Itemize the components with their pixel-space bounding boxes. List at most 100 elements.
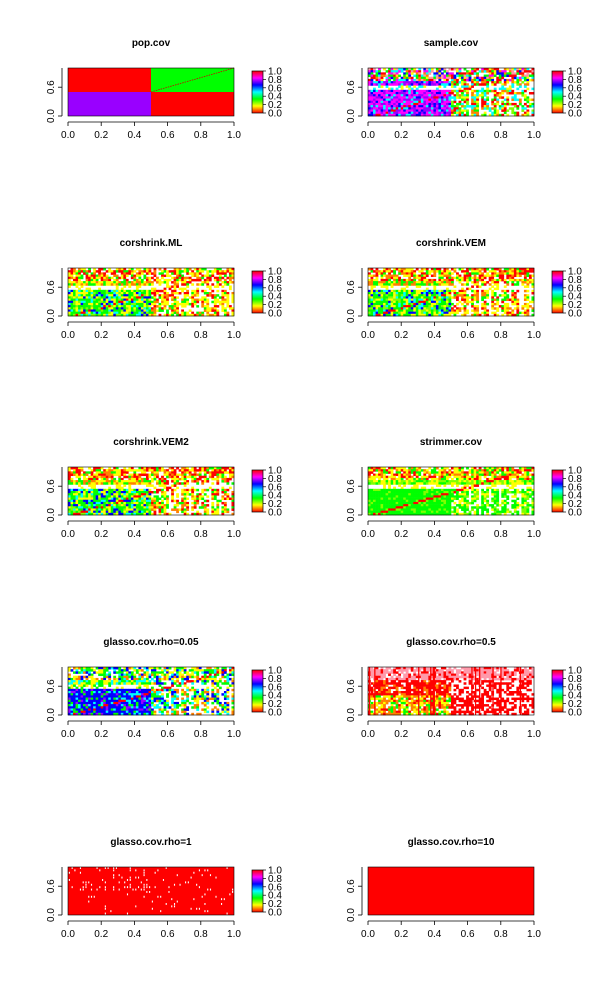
heatmap-cell <box>120 497 124 501</box>
heatmap-cell <box>211 493 215 496</box>
heatmap-cell <box>145 469 149 472</box>
heatmap-cell <box>85 307 89 310</box>
heatmap-cell <box>443 98 447 102</box>
heatmap-cell <box>511 278 515 282</box>
heatmap-cell <box>213 488 217 492</box>
heatmap-cell <box>153 268 157 271</box>
heatmap-cell <box>191 294 195 297</box>
heatmap-cell <box>380 92 384 95</box>
heatmap-cell <box>143 276 147 280</box>
heatmap-cell <box>383 475 386 479</box>
heatmap-cell <box>148 491 152 494</box>
heatmap-cell <box>125 469 129 472</box>
heatmap-cell <box>100 283 104 286</box>
heatmap-cell <box>103 488 107 492</box>
heatmap-cell <box>440 278 444 282</box>
heatmap-cell <box>83 309 86 312</box>
heatmap-cell <box>161 302 164 306</box>
heatmap-cell <box>181 473 184 477</box>
heatmap-cell <box>156 292 159 295</box>
heatmap-cell <box>130 298 134 302</box>
heatmap-cell <box>208 309 212 312</box>
heatmap-cell <box>135 294 139 297</box>
heatmap-cell <box>135 469 139 472</box>
heatmap-cell <box>128 309 132 312</box>
heatmap-cell <box>440 81 444 84</box>
heatmap-cell <box>508 313 512 317</box>
heatmap-cell <box>166 486 169 490</box>
heatmap-cell <box>440 313 444 317</box>
heatmap-cell <box>193 501 197 505</box>
heatmap-cell <box>451 473 454 477</box>
heatmap-cell <box>496 285 500 288</box>
heatmap-cell <box>383 477 386 481</box>
heatmap-cell <box>68 506 71 509</box>
heatmap-cell <box>458 469 462 472</box>
heatmap-cell <box>201 491 205 494</box>
heatmap-cell <box>443 281 447 284</box>
heatmap-cell <box>511 70 515 73</box>
heatmap-cell <box>486 477 490 481</box>
heatmap-cell <box>221 302 225 306</box>
heatmap-cell <box>166 482 169 485</box>
heatmap-cell <box>75 488 79 492</box>
heatmap-cell <box>413 298 417 302</box>
heatmap-cell <box>405 98 409 102</box>
heatmap-cell <box>428 72 432 75</box>
heatmap-cell <box>123 270 127 273</box>
heatmap-cell <box>501 102 505 106</box>
heatmap-cell <box>408 274 412 278</box>
heatmap-cell <box>103 268 107 271</box>
heatmap-cell <box>443 113 447 117</box>
heatmap-cell <box>476 270 479 273</box>
heatmap-cell <box>478 89 482 93</box>
heatmap-cell <box>458 87 462 91</box>
heatmap-cell <box>208 313 212 317</box>
heatmap-cell <box>395 98 399 102</box>
heatmap-cell <box>151 471 154 474</box>
heatmap-cell <box>378 102 381 106</box>
heatmap-cell <box>378 74 381 78</box>
heatmap-cell <box>85 482 89 485</box>
heatmap-cell <box>408 313 412 317</box>
heatmap-cell <box>521 270 525 273</box>
heatmap-cell <box>100 289 104 293</box>
heatmap-cell <box>400 81 404 84</box>
heatmap-cell <box>113 270 117 273</box>
heatmap-cell <box>90 510 94 514</box>
heatmap-cell <box>135 493 139 496</box>
heatmap-cell <box>135 480 139 483</box>
heatmap-cell <box>440 102 444 106</box>
heatmap-cell <box>83 512 86 516</box>
heatmap-cell <box>183 501 187 505</box>
heatmap-cell <box>95 294 99 297</box>
heatmap-cell <box>435 111 439 115</box>
heatmap-cell <box>473 294 477 297</box>
heatmap-cell <box>491 289 495 293</box>
heatmap-cell <box>133 307 137 310</box>
heatmap-cell <box>531 309 535 312</box>
heatmap-cell <box>496 307 500 310</box>
heatmap-cell <box>445 98 449 102</box>
heatmap-cell <box>378 298 381 302</box>
heatmap-cell <box>130 313 134 317</box>
heatmap-cell <box>498 477 502 481</box>
heatmap-cell <box>161 270 164 273</box>
heatmap-cell <box>448 292 452 295</box>
heatmap-cell <box>68 469 71 472</box>
heatmap-cell <box>471 272 474 275</box>
heatmap-cell <box>521 473 525 477</box>
heatmap-cell <box>90 281 94 284</box>
heatmap-cell <box>113 294 117 297</box>
heatmap-cell <box>390 300 394 304</box>
heatmap-cell <box>138 307 142 310</box>
heatmap-cell <box>73 510 76 514</box>
heatmap-cell <box>508 272 512 275</box>
heatmap-cell <box>408 113 412 117</box>
heatmap-cell <box>83 296 86 299</box>
heatmap-cell <box>473 307 477 310</box>
heatmap-cell <box>145 278 149 282</box>
heatmap-cell <box>128 307 132 310</box>
heatmap-cell <box>481 281 484 284</box>
heatmap-cell <box>138 512 142 516</box>
